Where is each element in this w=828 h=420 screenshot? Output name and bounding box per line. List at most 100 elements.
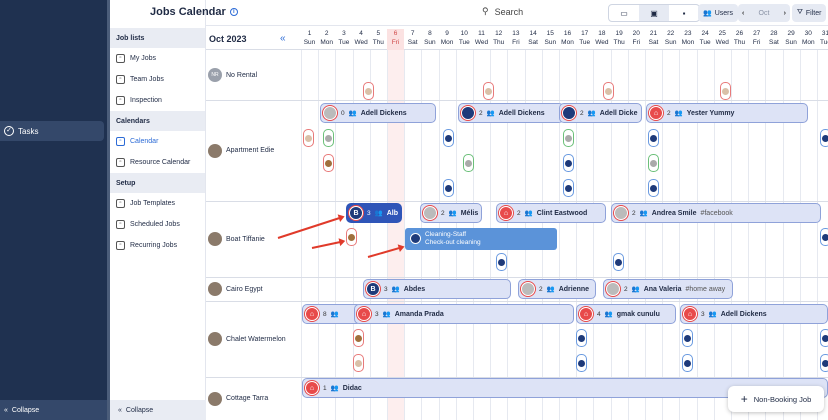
info-icon[interactable]: i [229,8,238,16]
day-header-cell[interactable]: 30 Mon [800,29,817,47]
day-header-cell[interactable]: 19 Thu [611,29,628,47]
cleaning-task-chip[interactable] [720,82,731,100]
job-bar[interactable]: B 3 👥 Alb [346,203,402,223]
job-bar[interactable]: ⌂ 3 👥 Amanda Prada [354,304,574,324]
cleaning-task-chip[interactable] [682,329,693,347]
cleaning-task-chip[interactable] [363,82,374,100]
job-bar[interactable]: ⌂ 3 👥 Adell Dickens [680,304,828,324]
day-header-cell[interactable]: 9 Mon [439,29,456,47]
cleaning-task-chip[interactable] [648,154,659,172]
cleaning-task-chip[interactable] [648,129,659,147]
cleaning-task-chip[interactable] [323,154,334,172]
cleaning-task-chip[interactable] [820,228,828,246]
day-header-cell[interactable]: 8 Sun [421,29,438,47]
rental-row-label[interactable]: Boat Tiffanie [208,232,265,246]
job-bar[interactable]: 2 👥 Adrienne [518,279,596,299]
job-bar[interactable]: ⌂ 8 👥 [302,304,362,324]
view-image-icon[interactable]: ▪ [682,8,686,18]
day-header-cell[interactable]: 22 Sun [662,29,679,47]
cleaning-task-chip[interactable] [483,82,494,100]
day-header-cell[interactable]: 14 Sat [525,29,542,47]
cleaning-task-chip[interactable] [576,354,587,372]
day-header-cell[interactable]: 18 Wed [593,29,610,47]
cleaning-task-chip[interactable] [496,253,507,271]
rental-row-label[interactable]: Cairo Egypt [208,282,263,296]
cleaning-task-chip[interactable] [820,354,828,372]
cleaning-task-chip[interactable] [603,82,614,100]
cleaning-task-chip[interactable] [323,129,334,147]
cleaning-task-chip[interactable] [563,154,574,172]
day-header-cell[interactable]: 26 Thu [731,29,748,47]
next-month-icon[interactable]: › [783,9,786,17]
job-bar[interactable]: 2 👥 Mélis [420,203,482,223]
cleaning-task-chip[interactable] [563,179,574,197]
sidebar-item[interactable]: ▫ Recurring Jobs [110,235,205,256]
job-tooltip[interactable]: Cleaning-Staff Check-out cleaning [405,228,557,250]
search-button[interactable]: ⚲ Search [482,6,523,17]
rental-row-label[interactable]: NR No Rental [208,68,257,82]
day-header-cell[interactable]: 5 Thu [370,29,387,47]
day-header-cell[interactable]: 27 Fri [748,29,765,47]
day-header-cell[interactable]: 24 Tue [697,29,714,47]
job-bar[interactable]: ⌂ 2 👥 Yester Yummy [646,103,808,123]
day-header-cell[interactable]: 10 Tue [456,29,473,47]
day-header-cell[interactable]: 15 Sun [542,29,559,47]
day-header-cell[interactable]: 20 Fri [628,29,645,47]
day-header-cell[interactable]: 7 Sat [404,29,421,47]
cleaning-task-chip[interactable] [682,354,693,372]
nav-collapse-button[interactable]: « Collapse [0,400,107,420]
day-header-cell[interactable]: 3 Tue [335,29,352,47]
day-header-cell[interactable]: 4 Wed [353,29,370,47]
job-bar[interactable]: B 3 👥 Abdes [363,279,511,299]
day-header-cell[interactable]: 11 Wed [473,29,490,47]
cleaning-task-chip[interactable] [820,329,828,347]
cleaning-task-chip[interactable] [353,329,364,347]
day-header-cell[interactable]: 6 Fri [387,29,404,50]
day-header-cell[interactable]: 1 Sun [301,29,318,47]
rental-row-label[interactable]: Chalet Watermelon [208,332,286,346]
sidebar-item[interactable]: ▫ Inspection [110,90,205,111]
cleaning-task-chip[interactable] [443,129,454,147]
view-compact-icon[interactable]: ▣ [639,5,669,21]
cleaning-task-chip[interactable] [648,179,659,197]
sidebar-item[interactable]: ▫ Resource Calendar [110,152,205,173]
day-header-cell[interactable]: 28 Sat [765,29,782,47]
day-header-cell[interactable]: 23 Mon [679,29,696,47]
cleaning-task-chip[interactable] [613,253,624,271]
users-button[interactable]: 👥 Users [698,4,738,22]
cleaning-task-chip[interactable] [576,329,587,347]
job-bar[interactable]: 0 👥 Adell Dickens [320,103,436,123]
cleaning-task-chip[interactable] [563,129,574,147]
day-header-cell[interactable]: 12 Thu [490,29,507,47]
day-header-cell[interactable]: 31 Tue [817,29,828,47]
cleaning-task-chip[interactable] [303,129,314,147]
job-bar[interactable]: 2 👥 Andrea Smile #facebook [611,203,821,223]
cleaning-task-chip[interactable] [443,179,454,197]
rental-row-label[interactable]: Cottage Tarra [208,391,268,406]
sidebar-item[interactable]: ▫ Team Jobs [110,69,205,90]
job-bar[interactable]: ⌂ 4 👥 gmak cunulu [576,304,676,324]
sidebar-collapse-button[interactable]: « Collapse [110,400,206,420]
rental-row-label[interactable]: Apartment Edie [208,143,274,158]
cleaning-task-chip[interactable] [353,354,364,372]
cleaning-task-chip[interactable] [820,129,828,147]
sidebar-item[interactable]: ▫ Scheduled Jobs [110,214,205,235]
cleaning-task-chip[interactable] [346,228,357,246]
tasks-nav-item[interactable]: ✓ Tasks [0,121,104,141]
day-header-cell[interactable]: 25 Wed [714,29,731,47]
job-bar[interactable]: 2 👥 Adell Dickens [458,103,564,123]
job-bar[interactable]: 2 👥 Ana Valeria #home away [603,279,733,299]
day-header-cell[interactable]: 17 Tue [576,29,593,47]
job-bar[interactable]: 2 👥 Adell Dicke [559,103,642,123]
job-bar[interactable]: ⌂ 2 👥 Clint Eastwood [496,203,606,223]
day-header-cell[interactable]: 16 Mon [559,29,576,47]
cleaning-task-chip[interactable] [463,154,474,172]
day-header-cell[interactable]: 29 Sun [783,29,800,47]
non-booking-job-button[interactable]: + Non-Booking Job [728,386,824,412]
view-sidebar-icon[interactable]: ▭ [620,8,628,18]
collapse-rows-icon[interactable]: « [280,33,286,44]
sidebar-item[interactable]: ▫ Calendar [110,131,205,152]
prev-month-icon[interactable]: ‹ [742,9,745,17]
filter-button[interactable]: ⛛ Filter [792,4,827,22]
day-header-cell[interactable]: 2 Mon [318,29,335,47]
